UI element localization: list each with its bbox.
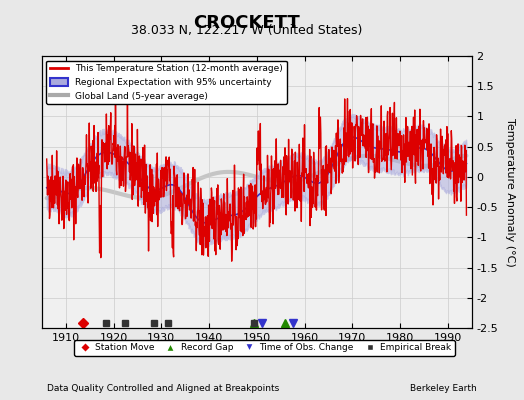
Legend: Station Move, Record Gap, Time of Obs. Change, Empirical Break: Station Move, Record Gap, Time of Obs. C… (74, 340, 455, 356)
Text: CROCKETT: CROCKETT (193, 14, 300, 32)
Text: 38.033 N, 122.217 W (United States): 38.033 N, 122.217 W (United States) (130, 24, 362, 37)
Text: Data Quality Controlled and Aligned at Breakpoints: Data Quality Controlled and Aligned at B… (47, 384, 279, 393)
Text: Berkeley Earth: Berkeley Earth (410, 384, 477, 393)
Legend: This Temperature Station (12-month average), Regional Expectation with 95% uncer: This Temperature Station (12-month avera… (47, 60, 287, 104)
Y-axis label: Temperature Anomaly (°C): Temperature Anomaly (°C) (505, 118, 515, 266)
